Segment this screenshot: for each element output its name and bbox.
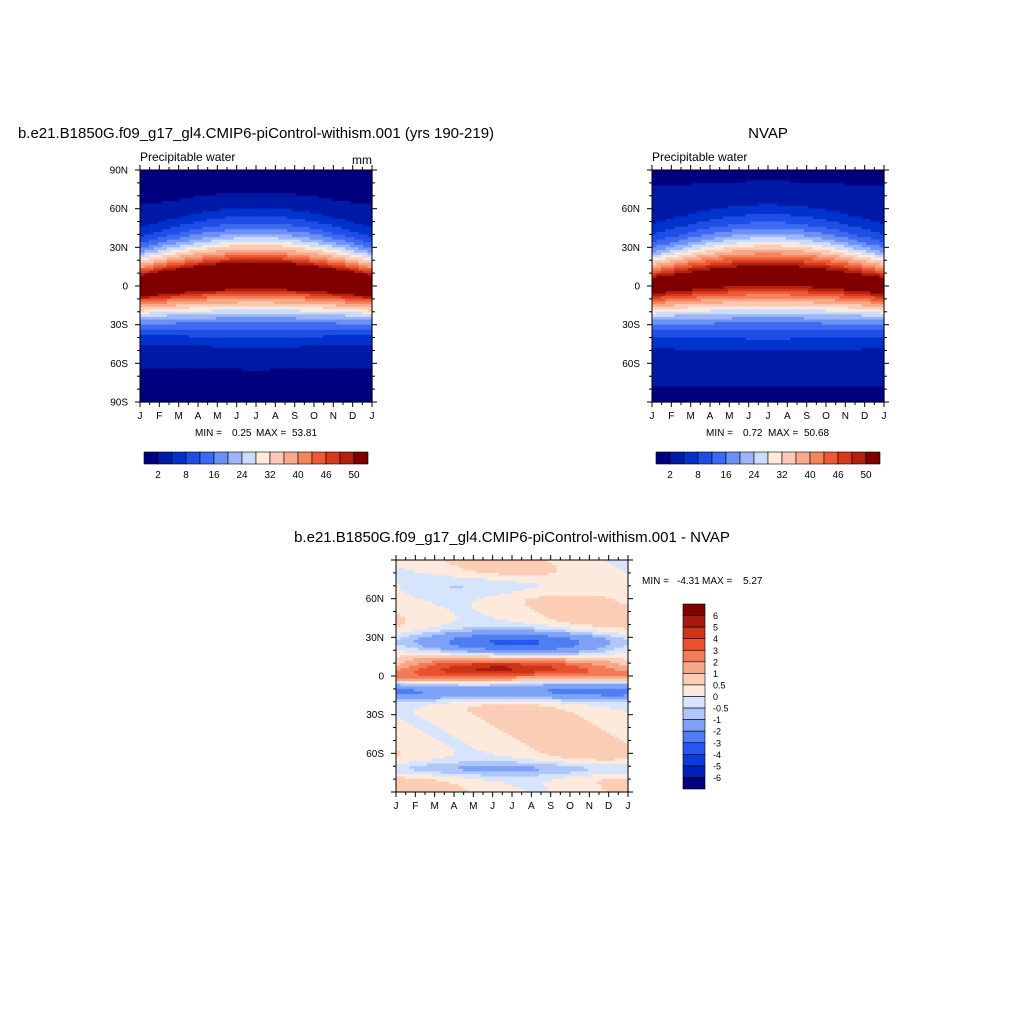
panel-model-title: b.e21.B1850G.f09_g17_gl4.CMIP6-piControl… bbox=[18, 125, 494, 142]
x-tick-label: D bbox=[349, 411, 356, 422]
colorbar-box bbox=[228, 452, 242, 464]
x-tick-label: O bbox=[310, 411, 318, 422]
colorbar-box bbox=[242, 452, 256, 464]
colorbar-label: 46 bbox=[320, 470, 332, 481]
colorbar-box bbox=[144, 452, 158, 464]
x-tick-label: N bbox=[330, 411, 337, 422]
colorbar-box bbox=[326, 452, 340, 464]
panel-model-colorbar: 2 8 16 24 32 40 46 50 bbox=[144, 452, 368, 481]
x-tick-label: S bbox=[291, 411, 298, 422]
panel-obs-title: NVAP bbox=[748, 125, 788, 142]
colorbar-box bbox=[270, 452, 284, 464]
y-tick-label: 0 bbox=[122, 282, 128, 293]
panel-model: b.e21.B1850G.f09_g17_gl4.CMIP6-piControl… bbox=[18, 125, 494, 481]
panel-model-min-value: 0.25 bbox=[232, 428, 252, 439]
panel-model-min-label: MIN = bbox=[195, 428, 222, 439]
colorbar-box bbox=[298, 452, 312, 464]
y-tick-label: 60N bbox=[110, 204, 128, 215]
colorbar-box bbox=[340, 452, 354, 464]
y-tick-label: 30N bbox=[110, 243, 128, 254]
y-tick-label: 60S bbox=[110, 359, 128, 370]
colorbar-box bbox=[186, 452, 200, 464]
colorbar-box bbox=[214, 452, 228, 464]
x-tick-label: J bbox=[234, 411, 239, 422]
x-tick-label: A bbox=[272, 411, 279, 422]
x-tick-label: M bbox=[174, 411, 182, 422]
x-tick-label: J bbox=[254, 411, 259, 422]
colorbar-box bbox=[200, 452, 214, 464]
panel-obs-field bbox=[652, 170, 885, 403]
colorbar-label: 2 bbox=[155, 470, 161, 481]
colorbar-box bbox=[256, 452, 270, 464]
y-tick-label: 90N bbox=[110, 166, 128, 177]
colorbar-box bbox=[158, 452, 172, 464]
colorbar-box bbox=[354, 452, 368, 464]
x-tick-label: J bbox=[370, 411, 375, 422]
panel-obs-subtitle: Precipitable water bbox=[652, 150, 747, 164]
x-tick-label: M bbox=[213, 411, 221, 422]
y-tick-label: 30S bbox=[110, 320, 128, 331]
colorbar-label: 16 bbox=[208, 470, 220, 481]
colorbar-box bbox=[284, 452, 298, 464]
panel-model-subtitle: Precipitable water bbox=[140, 150, 235, 164]
x-tick-label: A bbox=[195, 411, 202, 422]
colorbar-label: 24 bbox=[236, 470, 248, 481]
colorbar-box bbox=[172, 452, 186, 464]
colorbar-label: 40 bbox=[292, 470, 304, 481]
panel-model-max-value: 53.81 bbox=[292, 428, 317, 439]
x-tick-label: J bbox=[138, 411, 143, 422]
panel-model-units: mm bbox=[352, 153, 372, 167]
y-tick-label: 90S bbox=[110, 398, 128, 409]
x-tick-label: F bbox=[156, 411, 162, 422]
colorbar-label: 32 bbox=[264, 470, 276, 481]
colorbar-label: 8 bbox=[183, 470, 189, 481]
colorbar-box bbox=[312, 452, 326, 464]
panel-model-field bbox=[140, 170, 373, 403]
colorbar-label: 50 bbox=[348, 470, 360, 481]
panel-model-max-label: MAX = bbox=[256, 428, 286, 439]
